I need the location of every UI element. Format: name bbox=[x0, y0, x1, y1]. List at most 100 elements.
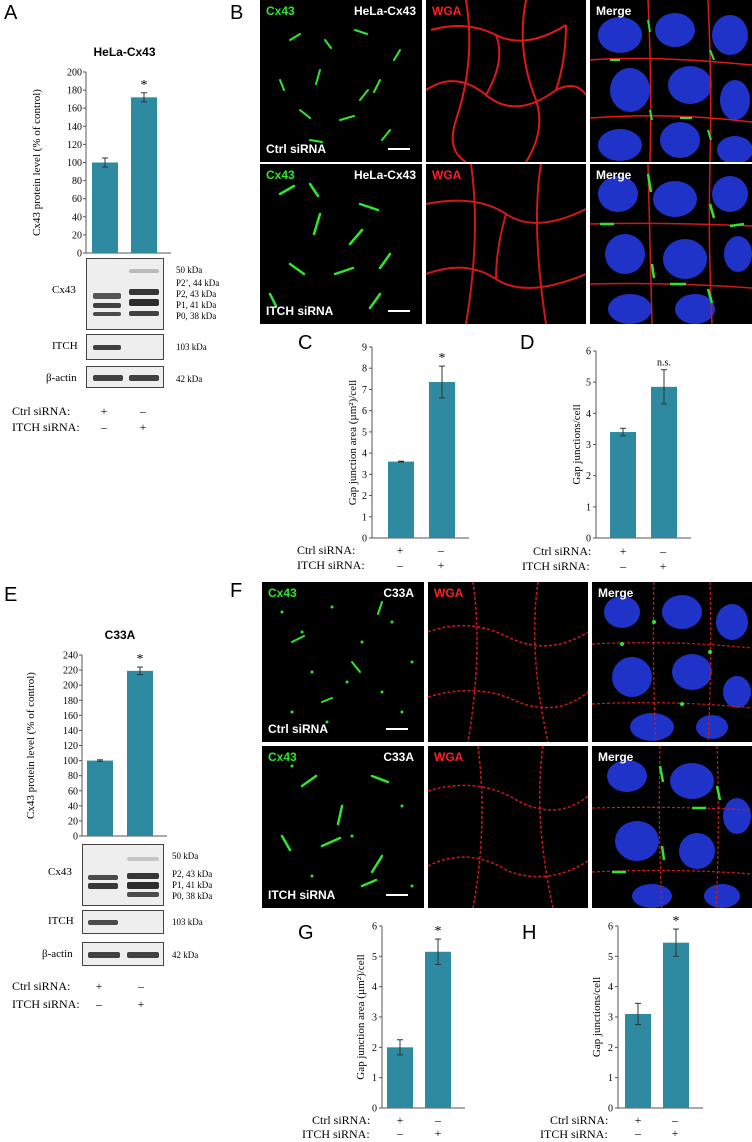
micro-b-r1-merge-label: Merge bbox=[596, 4, 632, 18]
cond-e-itch-sign-1: + bbox=[137, 997, 145, 1011]
chart-a-tick-label: 120 bbox=[67, 140, 82, 151]
band bbox=[88, 883, 118, 889]
panel-label-f: F bbox=[230, 580, 243, 602]
blot-a-marker-2: P2, 43 kDa bbox=[176, 289, 217, 299]
micro-b-r1-merge: Merge bbox=[590, 0, 752, 162]
blot-a-marker-4: P0, 38 kDa bbox=[176, 311, 217, 321]
chart-c-y-label: Gap junction area (µm²)/cell bbox=[347, 380, 359, 505]
chart-g-annotation-1: * bbox=[435, 924, 442, 939]
blot-a-actin-marker: 42 kDa bbox=[176, 374, 203, 384]
chart-c-annotation-1: * bbox=[439, 351, 446, 366]
chart-e-tick-label: 40 bbox=[68, 801, 78, 812]
blot-a-itch bbox=[86, 334, 164, 360]
chart-a-tick-label: 200 bbox=[67, 68, 82, 79]
chart-e-tick-label: 100 bbox=[63, 756, 78, 767]
chart-c-tick-label: 6 bbox=[362, 406, 367, 417]
cond-e-ctrl-sign-0: + bbox=[95, 979, 103, 993]
wga-channel-image bbox=[426, 164, 586, 324]
cond-a-itch-sign-0: – bbox=[101, 420, 107, 434]
chart-c-tick-label: 5 bbox=[362, 427, 367, 438]
micro-b-r1-cell-label: HeLa-Cx43 bbox=[353, 4, 416, 18]
panel-label-c: C bbox=[298, 332, 313, 354]
chart-c-bar-0 bbox=[388, 461, 414, 538]
chart-h-tick-label: 2 bbox=[608, 1043, 613, 1054]
micro-b-r1-condition-label: Ctrl siRNA bbox=[266, 142, 327, 156]
chart-d-tick-label: 2 bbox=[586, 471, 591, 482]
chart-c-tick-label: 7 bbox=[362, 385, 367, 396]
chart-c-tick-label: 3 bbox=[362, 470, 367, 481]
chart-e-bar-1 bbox=[127, 670, 153, 836]
chart-e-tick-label: 200 bbox=[63, 681, 78, 692]
chart-e-tick-label: 160 bbox=[63, 711, 78, 722]
micro-f-r2-condition-label: ITCH siRNA bbox=[268, 888, 336, 902]
micro-b-r2-cx43-label: Cx43 bbox=[266, 168, 295, 182]
micro-b-r2-cell-label: HeLa-Cx43 bbox=[353, 168, 416, 182]
chart-c-tick-label: 9 bbox=[362, 343, 367, 354]
chart-a-bar-0 bbox=[92, 162, 118, 253]
panel-label-e: E bbox=[4, 584, 18, 606]
micro-b-r2-wga-label: WGA bbox=[432, 168, 462, 182]
band bbox=[129, 269, 159, 273]
cond-c-ctrl-sign-1: – bbox=[438, 543, 444, 557]
chart-g-tick-label: 5 bbox=[372, 952, 377, 963]
micro-f-r2-merge: Merge bbox=[592, 746, 752, 908]
scale-bar bbox=[386, 728, 408, 730]
band bbox=[127, 952, 159, 958]
panel-label-g: G bbox=[298, 922, 314, 944]
blot-a-marker-1: P2’, 44 kDa bbox=[176, 278, 220, 288]
cond-a-ctrl-label: Ctrl siRNA: bbox=[12, 404, 71, 418]
cx43-channel-image bbox=[280, 601, 414, 724]
scale-bar bbox=[386, 894, 408, 896]
band bbox=[127, 882, 159, 889]
band bbox=[88, 875, 118, 880]
micro-b-r2-cx43: Cx43 HeLa-Cx43 ITCH siRNA bbox=[260, 164, 422, 324]
merge-image bbox=[590, 0, 752, 162]
chart-g-bar-1 bbox=[425, 951, 451, 1108]
blot-a-itch-marker: 103 kDa bbox=[176, 342, 207, 352]
cond-a-ctrl-sign-0: + bbox=[100, 404, 108, 418]
blot-e-actin bbox=[82, 942, 164, 966]
cond-g-ctrl-label: Ctrl siRNA: bbox=[312, 1113, 371, 1127]
cond-h-ctrl-sign-0: + bbox=[634, 1113, 642, 1127]
chart-a-tick-label: 180 bbox=[67, 86, 82, 97]
chart-d-annotation-1: n.s. bbox=[657, 358, 671, 369]
band bbox=[129, 299, 159, 306]
blot-e-actin-marker: 42 kDa bbox=[172, 950, 199, 960]
chart-a-tick-label: 80 bbox=[72, 176, 82, 187]
chart-c-tick-label: 8 bbox=[362, 364, 367, 375]
chart-a-y-label: Cx43 protein level (% of control) bbox=[31, 89, 43, 236]
cx43-channel-image bbox=[280, 764, 414, 888]
micro-f-r1-wga: WGA bbox=[428, 582, 588, 742]
band bbox=[93, 345, 121, 350]
cond-g-itch-sign-1: + bbox=[434, 1126, 442, 1140]
chart-e-bar-0 bbox=[87, 760, 113, 836]
blot-e-marker-2: P1, 41 kDa bbox=[172, 880, 213, 890]
band bbox=[93, 293, 121, 299]
blot-a-cx43-label: Cx43 bbox=[52, 284, 76, 296]
micro-b-r1-cx43: Cx43 HeLa-Cx43 Ctrl siRNA bbox=[260, 0, 422, 162]
chart-d-tick-label: 6 bbox=[586, 347, 591, 358]
chart-d-tick-label: 1 bbox=[586, 502, 591, 513]
chart-d-tick-label: 0 bbox=[586, 534, 591, 545]
cond-c-ctrl-label: Ctrl siRNA: bbox=[297, 543, 356, 557]
chart-g-tick-label: 2 bbox=[372, 1043, 377, 1054]
chart-a-tick-label: 60 bbox=[72, 194, 82, 205]
cond-d-itch-sign-1: + bbox=[659, 559, 667, 573]
chart-e-tick-label: 120 bbox=[63, 741, 78, 752]
chart-e-tick-label: 240 bbox=[63, 651, 78, 662]
chart-e-tick-label: 20 bbox=[68, 816, 78, 827]
cond-e-itch-label: ITCH siRNA: bbox=[12, 997, 80, 1011]
cond-h-ctrl-label: Ctrl siRNA: bbox=[550, 1113, 609, 1127]
chart-c-bar-1 bbox=[429, 382, 455, 538]
chart-d-tick-label: 5 bbox=[586, 378, 591, 389]
wga-channel-image bbox=[426, 0, 586, 162]
chart-h-bar-1 bbox=[663, 942, 689, 1108]
chart-a-tick-label: 100 bbox=[67, 158, 82, 169]
cond-d-ctrl-sign-1: – bbox=[660, 544, 666, 558]
cond-a-itch-sign-1: + bbox=[139, 420, 147, 434]
micro-f-r2-merge-label: Merge bbox=[598, 750, 634, 764]
chart-g-tick-label: 1 bbox=[372, 1073, 377, 1084]
cond-h-ctrl-sign-1: – bbox=[672, 1113, 678, 1127]
blot-a-actin-label: β-actin bbox=[46, 372, 77, 384]
micro-f-r1-cell-label: C33A bbox=[383, 586, 414, 600]
